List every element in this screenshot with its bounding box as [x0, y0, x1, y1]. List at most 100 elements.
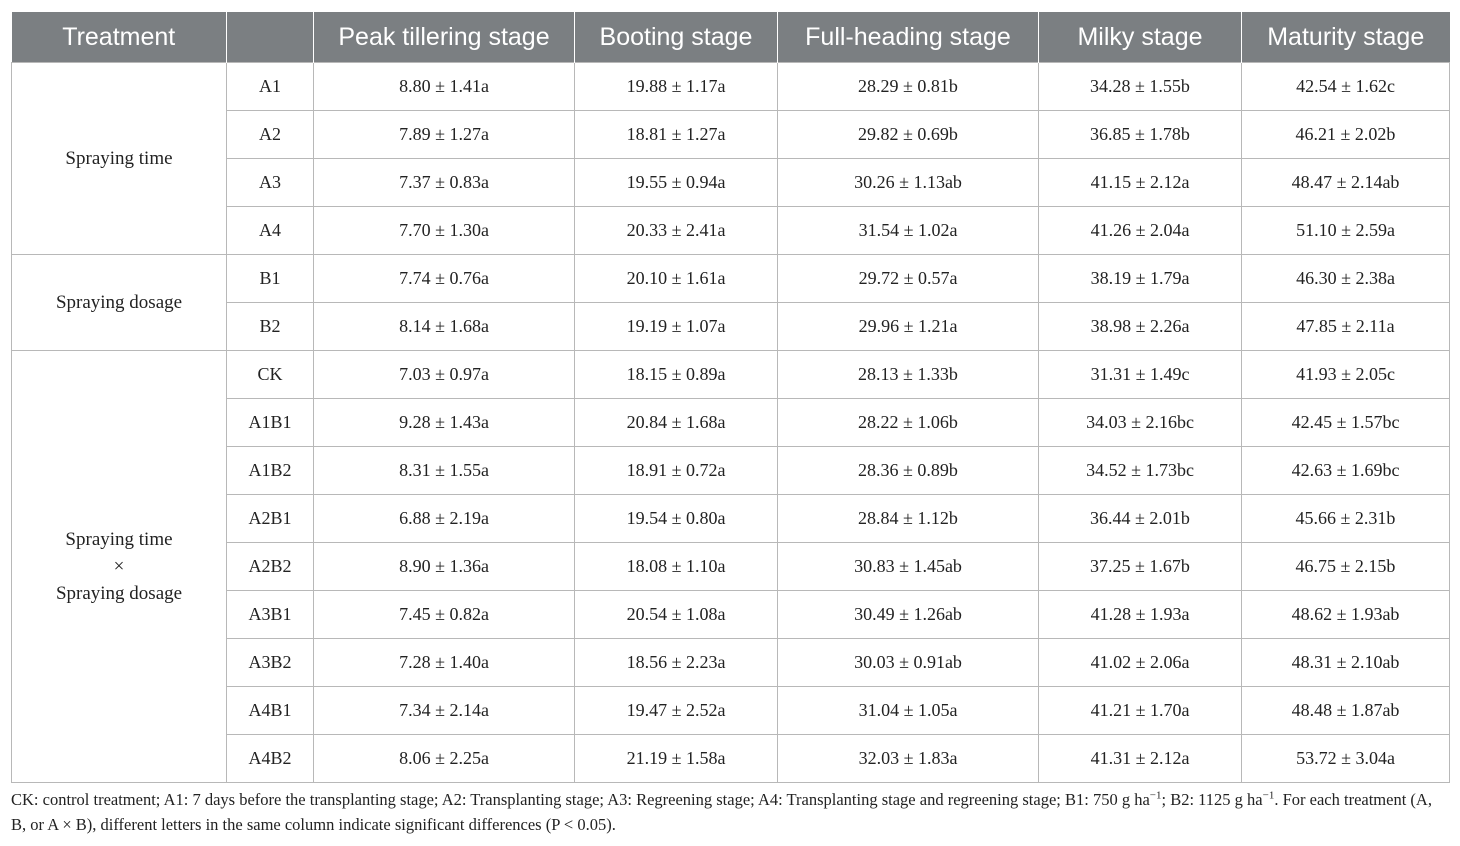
treatment-code: A3B1 [226, 590, 314, 639]
cell-peak-tillering: 6.88 ± 2.19a [313, 494, 575, 543]
header-booting: Booting stage [574, 12, 778, 63]
cell-milky: 38.98 ± 2.26a [1038, 302, 1242, 351]
treatment-code: A2B1 [226, 494, 314, 543]
table-header: Treatment Peak tillering stage Booting s… [11, 12, 1450, 63]
cell-peak-tillering: 8.14 ± 1.68a [313, 302, 575, 351]
header-treatment: Treatment [11, 12, 227, 63]
treatment-code: A3B2 [226, 638, 314, 687]
cell-booting: 19.47 ± 2.52a [574, 686, 778, 735]
cell-milky: 34.52 ± 1.73bc [1038, 446, 1242, 495]
cell-full-heading: 28.36 ± 0.89b [777, 446, 1039, 495]
group-label-line: × [113, 556, 125, 577]
cell-maturity: 45.66 ± 2.31b [1241, 494, 1450, 543]
cell-full-heading: 30.03 ± 0.91ab [777, 638, 1039, 687]
treatment-code: A4 [226, 206, 314, 255]
table-row: A3 7.37 ± 0.83a 19.55 ± 0.94a 30.26 ± 1.13a… [12, 158, 1450, 207]
table-row: A2 7.89 ± 1.27a 18.81 ± 1.27a 29.82 ± 0.69b… [12, 110, 1450, 159]
cell-milky: 41.21 ± 1.70a [1038, 686, 1242, 735]
treatment-code: A3 [226, 158, 314, 207]
cell-milky: 34.28 ± 1.55b [1038, 62, 1242, 111]
cell-milky: 41.02 ± 2.06a [1038, 638, 1242, 687]
cell-booting: 18.56 ± 2.23a [574, 638, 778, 687]
table-row: Spraying time × Spraying dosage CK 7.03 ± 0.… [11, 350, 1450, 783]
cell-full-heading: 28.22 ± 1.06b [777, 398, 1039, 447]
treatment-code: A1 [226, 62, 314, 111]
treatment-code: A4B2 [226, 734, 314, 783]
cell-milky: 41.15 ± 2.12a [1038, 158, 1242, 207]
header-row: Treatment Peak tillering stage Booting s… [11, 12, 1450, 63]
cell-booting: 19.54 ± 0.80a [574, 494, 778, 543]
cell-maturity: 46.21 ± 2.02b [1241, 110, 1450, 159]
header-peak-tillering: Peak tillering stage [313, 12, 575, 63]
cell-peak-tillering: 8.90 ± 1.36a [313, 542, 575, 591]
footnote-superscript-1: −1 [1149, 789, 1162, 802]
cell-peak-tillering: 8.80 ± 1.41a [313, 62, 575, 111]
treatment-code: A2 [226, 110, 314, 159]
table-footnote: CK: control treatment; A1: 7 days before… [11, 787, 1451, 837]
group-label: Spraying time × Spraying dosage [11, 350, 227, 783]
cell-maturity: 42.45 ± 1.57bc [1241, 398, 1450, 447]
cell-milky: 31.31 ± 1.49c [1038, 350, 1242, 399]
table-row: A3B2 7.28 ± 1.40a 18.56 ± 2.23a 30.03 ± 0.9… [12, 638, 1450, 687]
cell-booting: 18.81 ± 1.27a [574, 110, 778, 159]
cell-milky: 41.28 ± 1.93a [1038, 590, 1242, 639]
cell-booting: 20.84 ± 1.68a [574, 398, 778, 447]
cell-peak-tillering: 8.06 ± 2.25a [313, 734, 575, 783]
table-row: A2B2 8.90 ± 1.36a 18.08 ± 1.10a 30.83 ± 1.4… [12, 542, 1450, 591]
cell-peak-tillering: 7.37 ± 0.83a [313, 158, 575, 207]
treatment-code: A1B1 [226, 398, 314, 447]
cell-booting: 20.33 ± 2.41a [574, 206, 778, 255]
cell-full-heading: 30.26 ± 1.13ab [777, 158, 1039, 207]
cell-full-heading: 29.96 ± 1.21a [777, 302, 1039, 351]
cell-maturity: 48.47 ± 2.14ab [1241, 158, 1450, 207]
cell-maturity: 48.31 ± 2.10ab [1241, 638, 1450, 687]
cell-milky: 38.19 ± 1.79a [1038, 254, 1242, 303]
cell-milky: 41.26 ± 2.04a [1038, 206, 1242, 255]
header-maturity: Maturity stage [1241, 12, 1450, 63]
cell-peak-tillering: 7.70 ± 1.30a [313, 206, 575, 255]
cell-maturity: 41.93 ± 2.05c [1241, 350, 1450, 399]
cell-peak-tillering: 7.45 ± 0.82a [313, 590, 575, 639]
cell-peak-tillering: 9.28 ± 1.43a [313, 398, 575, 447]
footnote-text-3: . For each treatment (A, B, or A × B), d… [11, 790, 1432, 834]
cell-peak-tillering: 7.34 ± 2.14a [313, 686, 575, 735]
cell-full-heading: 28.84 ± 1.12b [777, 494, 1039, 543]
table-row: Spraying time A1 8.80 ± 1.41a 19.88 ± 1.17a… [11, 62, 1450, 255]
cell-maturity: 48.62 ± 1.93ab [1241, 590, 1450, 639]
cell-full-heading: 32.03 ± 1.83a [777, 734, 1039, 783]
cell-maturity: 46.30 ± 2.38a [1241, 254, 1450, 303]
treatment-code: B1 [226, 254, 314, 303]
cell-maturity: 46.75 ± 2.15b [1241, 542, 1450, 591]
cell-booting: 18.08 ± 1.10a [574, 542, 778, 591]
table-row: A3B1 7.45 ± 0.82a 20.54 ± 1.08a 30.49 ± 1.2… [12, 590, 1450, 639]
treatment-code: A1B2 [226, 446, 314, 495]
cell-booting: 20.10 ± 1.61a [574, 254, 778, 303]
cell-milky: 37.25 ± 1.67b [1038, 542, 1242, 591]
cell-milky: 36.85 ± 1.78b [1038, 110, 1242, 159]
header-code [226, 12, 314, 63]
cell-peak-tillering: 7.03 ± 0.97a [313, 350, 575, 399]
cell-milky: 34.03 ± 2.16bc [1038, 398, 1242, 447]
group-label-line: Spraying dosage [55, 583, 183, 604]
cell-peak-tillering: 8.31 ± 1.55a [313, 446, 575, 495]
cell-full-heading: 29.82 ± 0.69b [777, 110, 1039, 159]
table-row: A4B1 7.34 ± 2.14a 19.47 ± 2.52a 31.04 ± 1.0… [12, 686, 1450, 735]
table-row: A2B1 6.88 ± 2.19a 19.54 ± 0.80a 28.84 ± 1.1… [12, 494, 1450, 543]
treatment-code: B2 [226, 302, 314, 351]
table-body: Spraying time A1 8.80 ± 1.41a 19.88 ± 1.17a… [11, 62, 1450, 783]
cell-booting: 18.91 ± 0.72a [574, 446, 778, 495]
cell-booting: 19.88 ± 1.17a [574, 62, 778, 111]
cell-peak-tillering: 7.74 ± 0.76a [313, 254, 575, 303]
cell-milky: 36.44 ± 2.01b [1038, 494, 1242, 543]
cell-full-heading: 28.29 ± 0.81b [777, 62, 1039, 111]
group-label-line: Spraying dosage [55, 292, 183, 313]
group-label-line: Spraying time [65, 148, 173, 169]
footnote-text-2: ; B2: 1125 g ha [1161, 790, 1263, 809]
group-label: Spraying dosage [11, 254, 227, 351]
results-table: Treatment Peak tillering stage Booting s… [11, 12, 1450, 783]
table-row: B2 8.14 ± 1.68a 19.19 ± 1.07a 29.96 ± 1.21a… [12, 302, 1450, 351]
table-row: A1B2 8.31 ± 1.55a 18.91 ± 0.72a 28.36 ± 0.8… [12, 446, 1450, 495]
cell-maturity: 48.48 ± 1.87ab [1241, 686, 1450, 735]
header-milky: Milky stage [1038, 12, 1242, 63]
footnote-text-1: CK: control treatment; A1: 7 days before… [11, 790, 1150, 809]
